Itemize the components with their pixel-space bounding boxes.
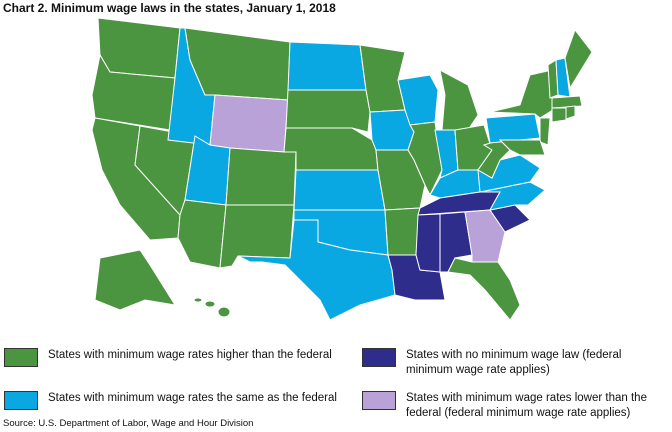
state xyxy=(485,113,541,144)
state xyxy=(565,105,576,120)
state xyxy=(204,300,216,308)
state xyxy=(551,107,567,123)
state xyxy=(237,219,396,321)
legend-swatch xyxy=(362,348,396,367)
state xyxy=(285,89,371,133)
state xyxy=(447,257,521,321)
legend-label: States with minimum wage rates lower tha… xyxy=(406,392,647,419)
state xyxy=(498,139,546,156)
state xyxy=(283,127,379,171)
state xyxy=(225,147,297,206)
source: Source: U.S. Department of Labor, Wage a… xyxy=(3,418,254,429)
legend-item: States with no minimum wage law (federal… xyxy=(362,348,662,378)
state xyxy=(439,69,479,131)
state xyxy=(539,117,551,146)
legend-item: States with minimum wage rates lower tha… xyxy=(362,391,670,421)
legend-swatch xyxy=(4,348,38,367)
title: Chart 2. Minimum wage laws in the states… xyxy=(3,1,336,15)
us-map xyxy=(91,17,593,321)
state xyxy=(193,297,203,303)
state xyxy=(94,249,177,311)
state xyxy=(489,69,557,119)
legend-swatch xyxy=(362,391,396,410)
state xyxy=(287,41,367,91)
state xyxy=(384,207,421,256)
states xyxy=(91,17,593,321)
legend-label: States with no minimum wage law (federal… xyxy=(406,349,622,376)
state xyxy=(217,306,231,318)
legend-label: States with minimum wage rates higher th… xyxy=(48,349,332,361)
legend-item: States with minimum wage rates the same … xyxy=(4,391,354,410)
state xyxy=(415,213,441,273)
state xyxy=(97,17,181,79)
legend-swatch xyxy=(4,391,38,410)
state xyxy=(209,94,289,153)
legend-label: States with minimum wage rates the same … xyxy=(48,392,337,404)
legend-item: States with minimum wage rates higher th… xyxy=(4,348,354,367)
state xyxy=(551,95,583,109)
state xyxy=(293,169,386,211)
state xyxy=(564,28,593,90)
state xyxy=(177,199,227,269)
